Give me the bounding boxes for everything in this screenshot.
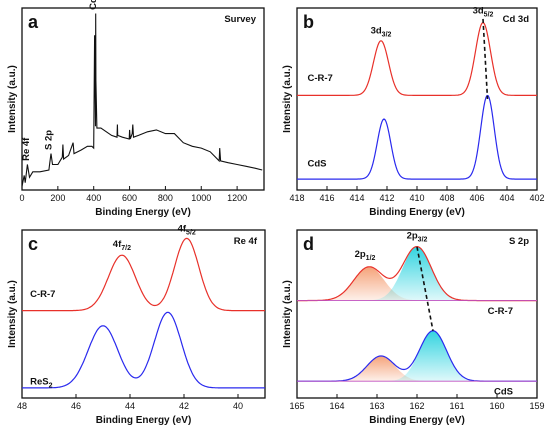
peak-shift-dashed-line [416,246,434,331]
x-tick-label: 44 [125,401,135,411]
peak-label: 3d3/2 [371,25,392,38]
panel-letter: d [303,234,314,254]
x-tick-label: 400 [86,193,101,203]
series-label: CdS [308,158,327,169]
y-axis-label: Intensity (a.u.) [7,280,18,348]
series-line [21,13,263,187]
peak-label-subscript: 7/2 [121,245,131,252]
x-tick-label: 1000 [191,193,211,203]
x-tick-label: 416 [319,193,334,203]
panel-c: 48 46 44 42 40 Binding Energy (eV) Intensity (… [7,224,266,426]
peak-label: 2p3/2 [407,230,428,243]
peak-label: 4f5/2 [178,224,196,237]
peak-label-subscript: 5/2 [186,230,196,237]
x-tick-label: 40 [233,401,243,411]
panel-d: 165 164 163 162 161 160 159 Binding Energy (eV)… [282,229,545,426]
peak-label-main: 2p [407,230,418,241]
series-label-text: C-R-7 [308,73,333,84]
plot-frame [21,7,265,191]
x-tick-label: 406 [469,193,484,203]
peak-label-main: 4f [178,224,187,235]
x-axis-label: Binding Energy (eV) [96,415,192,426]
series-line [22,237,265,312]
x-tick-label: 163 [369,401,384,411]
peak-label: 3d5/2 [473,5,494,18]
peak-annotation: Re 4f [21,137,32,161]
panel-title: Survey [224,14,256,25]
x-tick-label: 46 [71,401,81,411]
x-tick-label: 600 [122,193,137,203]
series-label: C-R-7 [30,289,55,300]
x-tick-label: 1200 [227,193,247,203]
peak-label: 2p1/2 [355,249,376,262]
peak-annotation: Cd 3d [88,0,99,10]
panel-letter: a [28,12,39,32]
panel-letter: c [28,234,38,254]
x-tick-label: 160 [489,401,504,411]
panel-letter: b [303,12,314,32]
series-label-text: CdS [308,158,327,169]
peak-label-subscript: 5/2 [484,11,494,18]
peak-label: 4f7/2 [113,239,131,252]
x-tick-label: 164 [329,401,344,411]
x-tick-label: 165 [289,401,304,411]
x-tick-label: 414 [349,193,364,203]
x-tick-label: 408 [439,193,454,203]
series-label-text: C-R-7 [30,289,55,300]
x-tick-label: 161 [449,401,464,411]
x-tick-label: 162 [409,401,424,411]
x-tick-label: 412 [379,193,394,203]
x-tick-label: 404 [499,193,514,203]
panel-b: 418 416 414 412 410 408 406 404 402 Binding Energ… [282,5,545,218]
y-axis-label: Intensity (a.u.) [7,65,18,133]
y-axis-label: Intensity (a.u.) [282,280,293,348]
x-tick-label: 402 [529,193,544,203]
x-tick-label: 418 [289,193,304,203]
series-label: CdS [494,387,513,398]
peak-shift-dashed-line [482,18,489,100]
series-label-text: CdS [494,387,513,398]
series-label-text: ReS [30,377,48,388]
series-label: C-R-7 [488,306,513,317]
x-tick-label: 159 [529,401,544,411]
peak-label-main: 2p [355,249,366,260]
peak-label-subscript: 1/2 [366,255,376,262]
x-tick-label: 800 [158,193,173,203]
peak-label-subscript: 3/2 [418,236,428,243]
x-tick-label: 42 [179,401,189,411]
panel-title: Re 4f [234,236,258,247]
series-label-text: C-R-7 [488,306,513,317]
panel-a: 0 200 400 600 800 1000 1200 Binding Energy (eV)… [7,0,265,218]
peak-label-main: 3d [371,25,382,36]
x-axis-label: Binding Energy (eV) [369,415,465,426]
peak-label-main: 4f [113,239,122,250]
series-line [297,21,537,96]
panel-title: S 2p [509,236,529,247]
plot-frame [21,229,266,399]
series-line [22,311,265,389]
peak-label-main: 3d [473,5,484,16]
series-label-subscript: 2 [49,383,53,390]
y-axis-label: Intensity (a.u.) [282,65,293,133]
x-tick-label: 0 [19,193,24,203]
peak-label-subscript: 3/2 [382,31,392,38]
peak-annotation: S 2p [44,130,55,150]
x-tick-label: 410 [409,193,424,203]
component-peak-fill [297,246,537,301]
component-peak-fill [297,267,537,301]
x-axis-label: Binding Energy (eV) [95,207,191,218]
panel-title: Cd 3d [503,14,530,25]
series-line [297,95,537,180]
plot-frame [296,7,538,191]
x-axis-label: Binding Energy (eV) [369,207,465,218]
x-tick-label: 200 [50,193,65,203]
series-label: ReS2 [30,377,52,390]
series-label: C-R-7 [308,73,333,84]
x-tick-label: 48 [17,401,27,411]
